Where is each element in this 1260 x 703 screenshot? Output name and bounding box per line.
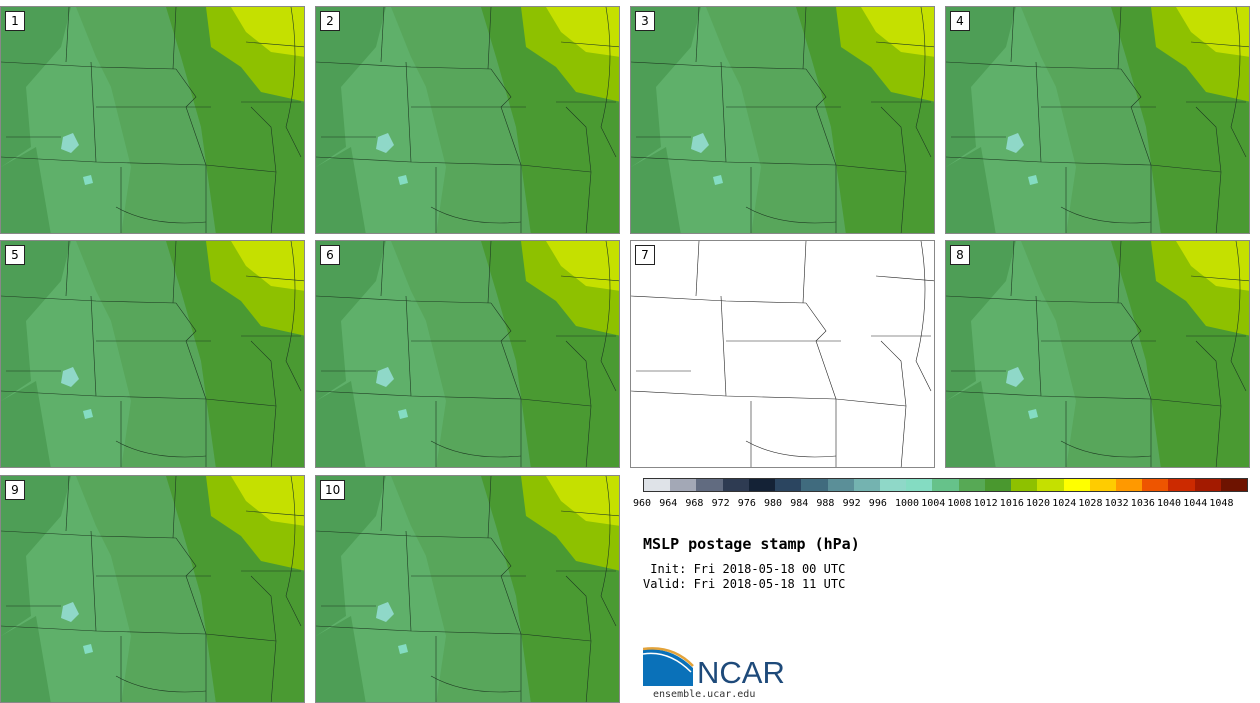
init-time: Init: Fri 2018-05-18 00 UTC xyxy=(643,562,846,576)
colorbar-swatch xyxy=(932,479,959,491)
member-label: 4 xyxy=(950,11,970,31)
mslp-map xyxy=(946,241,1249,467)
member-panel: 9 xyxy=(0,475,305,703)
colorbar-swatch xyxy=(1089,479,1116,491)
colorbar-swatch xyxy=(1142,479,1169,491)
colorbar-swatch xyxy=(1115,479,1143,491)
colorbar-swatch xyxy=(1063,479,1090,491)
colorbar-swatch xyxy=(1011,479,1038,491)
colorbar-swatch xyxy=(1037,479,1064,491)
logo-text: NCAR xyxy=(697,655,785,690)
mslp-map xyxy=(1,7,304,233)
member-label: 9 xyxy=(5,480,25,500)
member-label: 8 xyxy=(950,245,970,265)
colorbar-tick-label: 1016 xyxy=(999,498,1024,509)
colorbar-tick-label: 964 xyxy=(659,498,678,509)
colorbar-swatch xyxy=(644,479,671,491)
colorbar-tick-label: 1044 xyxy=(1183,498,1208,509)
member-panel: 2 xyxy=(315,6,620,234)
mslp-map xyxy=(631,7,934,233)
colorbar-tick-label: 1020 xyxy=(1026,498,1051,509)
colorbar-swatch xyxy=(696,479,723,491)
mslp-map xyxy=(316,476,619,702)
member-panel: 8 xyxy=(945,240,1250,468)
member-panel: 1 xyxy=(0,6,305,234)
colorbar-swatch xyxy=(722,479,749,491)
colorbar-tick-label: 1000 xyxy=(895,498,920,509)
colorbar-tick-label: 1040 xyxy=(1157,498,1182,509)
mslp-map xyxy=(631,241,934,467)
colorbar-tick-label: 1036 xyxy=(1130,498,1155,509)
colorbar-tick-label: 960 xyxy=(633,498,652,509)
colorbar-swatch xyxy=(801,479,828,491)
colorbar-tick-label: 980 xyxy=(764,498,783,509)
mslp-map xyxy=(316,241,619,467)
logo-url: ensemble.ucar.edu xyxy=(653,689,756,700)
member-label: 6 xyxy=(320,245,340,265)
ncar-logo-icon xyxy=(643,647,694,686)
colorbar-tick-label: 992 xyxy=(842,498,861,509)
colorbar-tick-label: 1024 xyxy=(1052,498,1077,509)
member-label: 10 xyxy=(320,480,346,500)
colorbar-tick-label: 1048 xyxy=(1209,498,1234,509)
colorbar-swatch xyxy=(1220,479,1248,491)
colorbar-tick-label: 996 xyxy=(868,498,887,509)
mslp-map xyxy=(316,7,619,233)
colorbar-tick-label: 984 xyxy=(790,498,809,509)
member-label: 1 xyxy=(5,11,25,31)
colorbar-swatch xyxy=(1194,479,1221,491)
colorbar-swatch xyxy=(984,479,1012,491)
member-label: 2 xyxy=(320,11,340,31)
member-panel: 4 xyxy=(945,6,1250,234)
chart-title: MSLP postage stamp (hPa) xyxy=(643,535,860,553)
mslp-map xyxy=(1,241,304,467)
colorbar-swatch xyxy=(775,479,802,491)
member-panel: 6 xyxy=(315,240,620,468)
colorbar-swatch xyxy=(670,479,697,491)
colorbar-tick-label: 972 xyxy=(711,498,730,509)
colorbar-swatch xyxy=(958,479,985,491)
colorbar-swatch xyxy=(1168,479,1195,491)
colorbar-ticks: 960 964 968 972 976 980 984 988 992 996 1000 1004 10… xyxy=(633,498,1253,512)
mslp-map xyxy=(946,7,1249,233)
colorbar-tick-label: 1012 xyxy=(973,498,998,509)
member-panel: 3 xyxy=(630,6,935,234)
colorbar-tick-label: 1032 xyxy=(1104,498,1129,509)
member-panel: 10 xyxy=(315,475,620,703)
colorbar-tick-label: 968 xyxy=(685,498,704,509)
valid-time: Valid: Fri 2018-05-18 11 UTC xyxy=(643,577,846,591)
colorbar-tick-label: 1004 xyxy=(921,498,946,509)
colorbar-swatch xyxy=(748,479,776,491)
member-panel-empty: 7 xyxy=(630,240,935,468)
member-panel: 5 xyxy=(0,240,305,468)
pressure-colorbar xyxy=(643,478,1248,492)
colorbar-swatch xyxy=(906,479,933,491)
colorbar-swatch xyxy=(853,479,880,491)
member-label: 3 xyxy=(635,11,655,31)
mslp-map xyxy=(1,476,304,702)
colorbar-tick-label: 988 xyxy=(816,498,835,509)
colorbar-swatch xyxy=(879,479,907,491)
colorbar-tick-label: 1028 xyxy=(1078,498,1103,509)
member-label: 7 xyxy=(635,245,655,265)
colorbar-tick-label: 1008 xyxy=(947,498,972,509)
member-label: 5 xyxy=(5,245,25,265)
colorbar-swatch xyxy=(827,479,854,491)
colorbar-tick-label: 976 xyxy=(737,498,756,509)
